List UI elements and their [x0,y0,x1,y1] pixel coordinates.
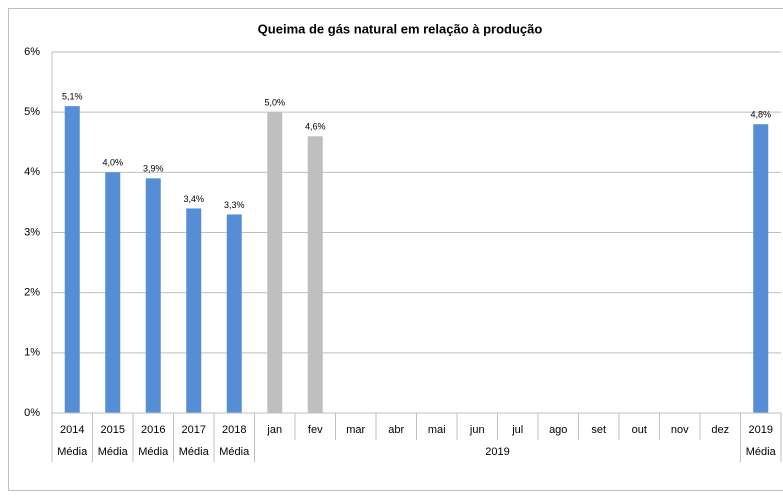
x-tick-label: abr [388,424,404,436]
x-tick-label: 2015 [101,424,125,436]
value-label: 4,0% [102,158,123,168]
x-tick-label: out [632,424,647,436]
group-label: Média [98,446,129,458]
x-tick-label: mar [346,424,365,436]
x-tick-label: jun [469,424,485,436]
x-tick-label: mai [428,424,446,436]
bar [753,124,769,413]
bar [307,136,323,413]
x-tick-label: 2017 [182,424,206,436]
value-label: 4,8% [750,110,771,120]
value-label: 3,9% [143,164,164,174]
group-label: Média [746,446,777,458]
x-tick-label: 2014 [60,424,84,436]
value-label: 3,3% [224,200,245,210]
y-tick-label: 3% [24,226,40,238]
x-tick-label: 2016 [141,424,165,436]
value-label: 4,6% [305,122,326,132]
bar [267,112,283,414]
group-label: Média [138,446,169,458]
bar [145,178,161,413]
y-tick-label: 0% [24,407,40,419]
y-tick-label: 4% [24,166,40,178]
y-tick-label: 5% [24,106,40,118]
group-label: Média [179,446,210,458]
group-label: Média [57,446,88,458]
x-tick-label: jan [266,424,282,436]
y-tick-label: 6% [24,46,40,58]
value-label: 5,0% [264,98,285,108]
bar [105,172,121,413]
bar [64,106,80,414]
group-label: Média [219,446,250,458]
y-tick-label: 1% [24,347,40,359]
x-tick-label: 2019 [749,424,773,436]
group-label: 2019 [485,446,509,458]
chart-border [8,8,783,491]
x-tick-label: ago [549,424,567,436]
x-tick-label: dez [711,424,729,436]
bar [226,214,242,413]
value-label: 3,4% [183,194,204,204]
x-tick-label: set [591,424,606,436]
chart-title: Queima de gás natural em relação à produ… [258,21,543,36]
x-tick-label: fev [308,424,323,436]
x-tick-label: 2018 [222,424,246,436]
x-tick-label: jul [511,424,523,436]
y-tick-label: 2% [24,287,40,299]
value-label: 5,1% [62,92,83,102]
x-tick-label: nov [671,424,689,436]
bar [186,208,202,413]
